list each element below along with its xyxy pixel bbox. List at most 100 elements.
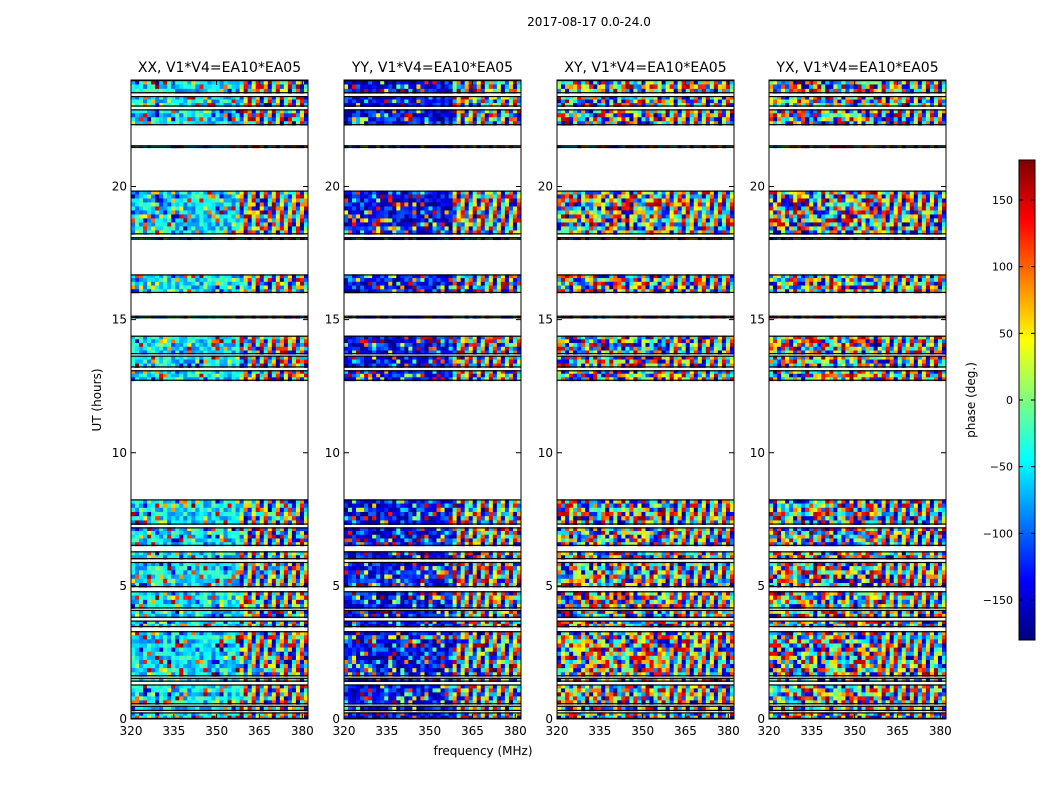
phase-cell <box>195 80 200 85</box>
phase-cell <box>271 117 277 122</box>
phase-cell <box>271 555 277 560</box>
phase-cell <box>271 343 277 348</box>
phase-cell <box>239 538 245 543</box>
phase-cell <box>287 289 293 294</box>
phase-cell <box>159 99 164 104</box>
phase-cell <box>219 359 224 364</box>
phase-cell <box>227 202 232 207</box>
phase-cell <box>492 651 498 657</box>
phase-cell <box>183 570 188 575</box>
phase-cell <box>440 655 445 661</box>
phase-cell <box>271 672 277 677</box>
phase-cell <box>179 692 184 697</box>
phase-cell <box>464 609 470 615</box>
phase-cell <box>151 507 156 513</box>
phase-cell <box>255 194 261 199</box>
block-edge <box>131 684 308 686</box>
phase-cell <box>400 712 405 716</box>
phase-cell <box>287 99 293 104</box>
phase-cell <box>251 555 257 560</box>
phase-cell <box>263 206 269 211</box>
phase-cell <box>191 578 196 584</box>
phase-cell <box>267 88 273 94</box>
phase-cell <box>263 643 269 648</box>
phase-cell <box>159 88 164 94</box>
phase-cell <box>187 551 192 556</box>
phase-cell <box>207 274 212 279</box>
phase-cell <box>263 103 269 107</box>
phase-cell <box>303 609 309 615</box>
phase-cell <box>199 655 204 661</box>
phase-cell <box>492 705 498 712</box>
phase-cell <box>143 613 148 619</box>
block-edge <box>131 233 308 235</box>
phase-cell <box>344 712 349 716</box>
phase-cell <box>139 335 144 340</box>
phase-cell <box>167 643 172 648</box>
phase-cell <box>267 355 273 360</box>
phase-cell <box>151 639 156 644</box>
phase-cell <box>223 578 228 584</box>
phase-cell <box>500 639 506 644</box>
phase-cell <box>251 206 257 211</box>
phase-cell <box>211 194 216 199</box>
phase-cell <box>247 715 253 720</box>
phase-cell <box>392 639 397 644</box>
phase-cell <box>243 527 249 532</box>
phase-cell <box>139 80 144 85</box>
phase-cell <box>456 623 462 628</box>
phase-cell <box>384 643 389 648</box>
phase-cell <box>299 578 305 584</box>
phase-cell <box>143 346 148 351</box>
phase-cell <box>171 113 176 118</box>
phase-cell <box>199 350 204 355</box>
phase-cell <box>247 88 253 94</box>
phase-cell <box>432 631 437 636</box>
phase-cell <box>452 651 458 657</box>
phase-cell <box>356 609 361 615</box>
phase-cell <box>139 700 144 705</box>
phase-cell <box>195 226 200 231</box>
phase-cell <box>271 503 277 509</box>
phase-cell <box>215 363 220 368</box>
phase-cell <box>271 278 277 283</box>
phase-cell <box>396 655 401 661</box>
phase-cell <box>263 343 269 348</box>
phase-cell <box>468 696 474 701</box>
phase-cell <box>231 281 236 286</box>
phase-cell <box>195 551 200 556</box>
phase-cell <box>271 218 277 223</box>
phase-cell <box>171 613 176 619</box>
phase-cell <box>171 655 176 661</box>
phase-cell <box>211 542 216 547</box>
phase-cell <box>139 206 144 211</box>
phase-cell <box>139 655 144 661</box>
phase-cell <box>243 531 249 536</box>
phase-cell <box>151 210 156 215</box>
phase-cell <box>303 623 309 628</box>
phase-cell <box>392 712 397 716</box>
phase-cell <box>436 712 441 716</box>
phase-cell <box>247 595 253 601</box>
phase-cell <box>255 655 261 661</box>
phase-cell <box>460 647 466 653</box>
phase-cell <box>195 113 200 118</box>
phase-cell <box>243 538 249 543</box>
phase-cell <box>239 688 245 693</box>
phase-cell <box>400 631 405 636</box>
phase-cell <box>356 651 361 657</box>
phase-cell <box>279 198 285 203</box>
phase-cell <box>135 655 140 661</box>
phase-cell <box>231 99 236 104</box>
phase-cell <box>175 659 180 665</box>
phase-cell <box>223 343 228 348</box>
phase-cell <box>356 696 361 701</box>
phase-cell <box>448 643 454 648</box>
phase-cell <box>460 677 466 683</box>
phase-cell <box>215 520 220 525</box>
phase-cell <box>255 113 261 118</box>
phase-cell <box>356 700 361 705</box>
phase-cell <box>147 373 152 378</box>
phase-cell <box>279 631 285 636</box>
phase-cell <box>195 639 200 644</box>
